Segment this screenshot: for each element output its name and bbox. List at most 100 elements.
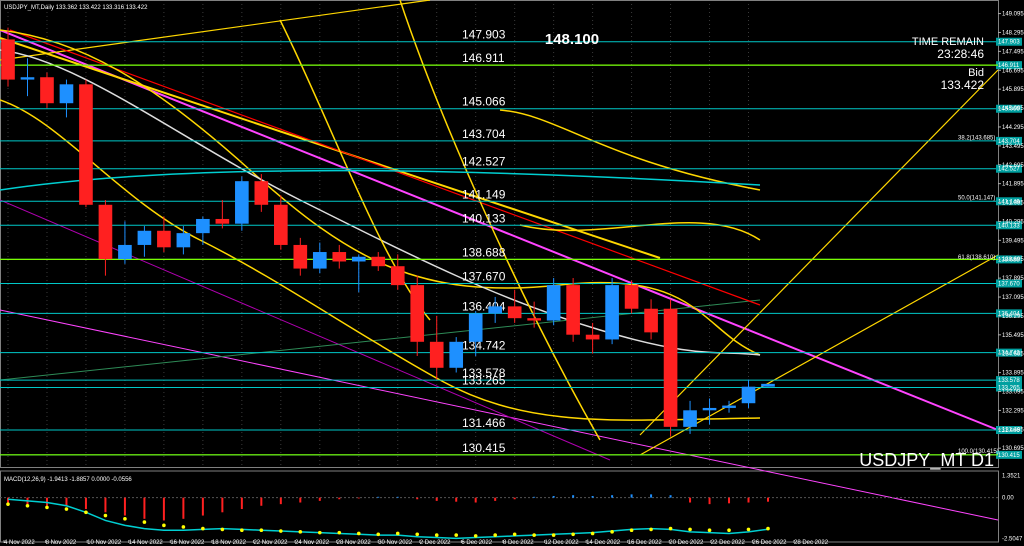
x-tick-label: 22 Dec 2022 [711,540,746,546]
macd-signal-dot [610,530,614,534]
candle-body [566,285,580,335]
candle-body [663,308,678,427]
fib-label: 100.0(130.415) [958,449,999,455]
y-tick-label: 145.095 [1002,106,1024,112]
y-tick-label: 139.495 [1002,238,1024,244]
macd-signal-dot [415,532,420,537]
level-price-tag [996,426,1022,435]
macd-signal-dot [434,533,439,537]
macd-signal-dot [181,525,186,529]
x-tick-label: 14 Nov 2022 [129,540,164,546]
level-price-tag [996,197,1022,206]
candle-body [488,306,502,314]
level-price-tag [996,37,1022,46]
x-tick-label: 18 Nov 2022 [212,540,247,546]
macd-signal-dot [590,531,595,536]
x-tick-label: 14 Dec 2022 [586,540,621,546]
candle-body [332,252,347,262]
candle-body [605,285,619,340]
candle-body [1,39,15,80]
y-tick-label: 131.495 [1002,427,1024,433]
candle-body [254,181,269,205]
lower-channel-line [0,309,999,521]
x-tick-label: 24 Nov 2022 [295,540,330,546]
macd-signal-dot [766,526,770,531]
level-label: 131.466 [462,416,506,430]
candle-body [527,318,541,321]
time-remain-value: 23:28:46 [937,47,984,61]
macd-signal-dot [746,527,751,532]
macd-signal-dot [45,505,49,510]
level-price-tag [996,61,1022,70]
level-label: 145.066 [462,95,506,109]
x-tick-label: 16 Nov 2022 [170,540,205,546]
y-tick-label: 130.695 [1002,446,1024,452]
y-tick-label: 136.295 [1002,314,1024,320]
falling-fan-line [279,19,431,321]
level-label: 130.415 [462,441,506,455]
x-tick-label: 4 Nov 2022 [4,540,35,546]
candle-body [722,405,736,408]
level-price-tag-text: 133.578 [998,378,1020,384]
candle-body [40,77,54,104]
macd-y-tick-label: -2.5047 [1002,536,1023,542]
level-price-tag [996,104,1022,113]
macd-signal-dot [279,529,283,533]
price-panel-border [0,0,999,468]
macd-signal-dot [64,507,69,511]
candle-body [624,285,639,309]
upper-channel-line [0,37,661,259]
y-tick-label: 141.095 [1002,201,1024,207]
macd-panel: 1.3521 0.00 -2.5047 [0,474,1023,542]
level-price-tag-text: 147.903 [998,40,1020,46]
level-label: 137.670 [462,269,506,283]
level-price-tag-text: 142.527 [998,167,1020,173]
macd-signal-dot [454,533,459,537]
candle-body [157,230,171,248]
candle-body [274,204,288,245]
y-tick-label: 145.895 [1002,87,1024,93]
x-tick-label: 2 Dec 2022 [420,540,451,546]
big-price-label: 148.100 [545,31,599,48]
macd-signal-dot [142,520,147,524]
candle-body [546,285,561,321]
macd-signal-dot [103,513,108,518]
y-tick-label: 135.495 [1002,333,1024,339]
y-tick-label: 134.695 [1002,352,1024,358]
symbol-label: USDJPY_MT D1 [859,450,994,471]
macd-signal-dot [395,531,400,536]
resistance-trendline [0,29,999,431]
candle-body [137,230,152,245]
fib-label: 61.8(138.610) [958,255,995,261]
grid-lines [0,0,999,543]
level-label: 141.149 [462,187,506,201]
y-tick-label: 138.695 [1002,257,1024,263]
macd-signal-dot [707,528,712,533]
x-tick-label: 20 Dec 2022 [669,540,704,546]
level-price-tag [996,348,1022,357]
fib-label: 38.2(143.685) [958,135,995,141]
macd-signal-dot [551,533,556,537]
candle-body [235,181,249,224]
y-tick-label: 147.495 [1002,49,1024,55]
level-label: 142.527 [462,155,506,169]
candle-body [410,285,425,342]
x-tick-label: 28 Dec 2022 [794,540,829,546]
level-label: 133.265 [462,374,506,388]
macd-signal-dot [629,528,634,533]
macd-signal-dot [493,533,497,537]
candle-body [215,218,230,224]
macd-signal-dot [25,503,30,508]
bid-label: Bid [968,67,984,79]
candle-body [585,334,600,340]
candle-body [351,256,366,262]
macd-signal-dot [376,532,381,537]
rising-trendline-2 [639,254,999,456]
level-price-tag-text: 146.911 [998,63,1020,69]
macd-signal-dot [240,528,244,533]
level-price-tag-text: 141.149 [998,199,1020,205]
level-price-tag [996,309,1022,318]
macd-signal-dot [649,527,653,532]
candle-body [429,341,444,368]
candle-body [312,252,327,269]
